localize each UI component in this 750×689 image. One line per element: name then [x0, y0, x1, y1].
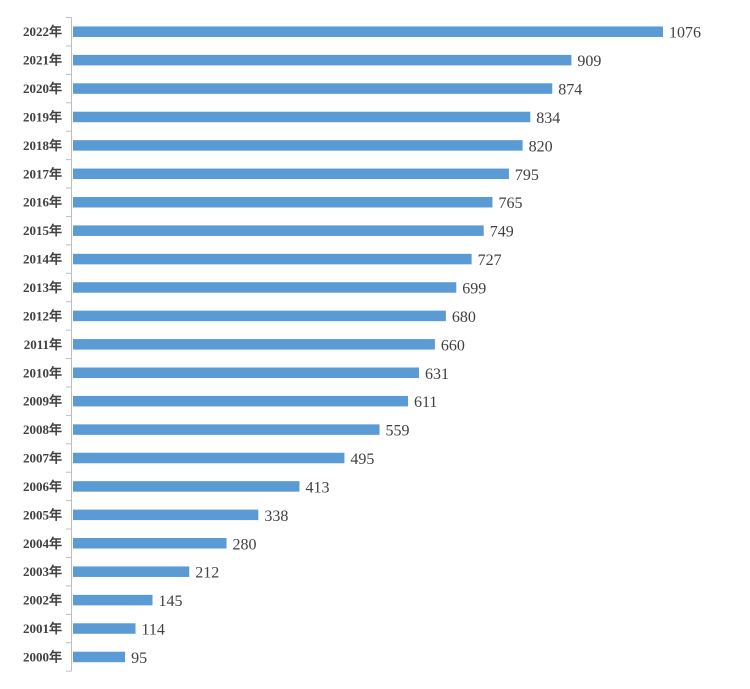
data-label: 631	[425, 366, 449, 383]
data-label: 680	[452, 309, 476, 326]
bar-2021年	[73, 54, 572, 66]
data-label: 114	[142, 622, 165, 639]
data-label: 795	[515, 167, 539, 184]
data-label: 611	[414, 394, 437, 411]
data-label: 338	[264, 508, 288, 525]
category-label: 2022年	[23, 24, 62, 39]
bar-2013年	[73, 282, 457, 293]
category-label: 2009年	[23, 394, 62, 409]
category-label: 2020年	[23, 81, 62, 96]
data-label: 145	[159, 593, 183, 610]
bar-2019年	[73, 111, 531, 123]
category-label: 2014年	[23, 252, 62, 267]
bar-2022年	[73, 26, 663, 37]
bar-2011年	[73, 339, 435, 350]
category-label: 2019年	[23, 109, 62, 124]
data-label: 727	[478, 252, 502, 269]
data-label: 874	[558, 82, 582, 99]
bar-2002年	[73, 594, 153, 606]
bar-2009年	[73, 395, 409, 407]
bar-2010年	[73, 367, 419, 378]
category-label: 2008年	[23, 422, 62, 437]
bar-2014年	[73, 253, 472, 265]
bar-2012年	[73, 310, 446, 322]
bar-2003年	[73, 566, 190, 577]
category-label: 2003年	[23, 564, 62, 579]
data-label: 660	[441, 337, 465, 354]
data-label: 749	[490, 224, 514, 241]
bar-2015年	[73, 225, 484, 236]
data-label: 280	[233, 536, 257, 553]
category-label: 2001年	[23, 621, 62, 636]
bar-2006年	[73, 481, 300, 492]
bar-2020年	[73, 83, 553, 94]
data-label: 413	[305, 479, 329, 496]
data-label: 559	[386, 423, 410, 440]
category-label: 2000年	[23, 649, 62, 664]
category-label: 2010年	[23, 365, 62, 380]
category-label: 2016年	[23, 195, 62, 210]
category-label: 2021年	[23, 53, 62, 68]
data-label: 212	[195, 565, 219, 582]
data-label: 495	[350, 451, 374, 468]
bar-2001年	[73, 623, 136, 634]
category-label: 2015年	[23, 223, 62, 238]
category-label: 2017年	[23, 166, 62, 181]
data-label: 765	[498, 195, 522, 212]
bar-2018年	[73, 140, 523, 151]
category-label: 2002年	[23, 593, 62, 608]
data-label: 699	[462, 280, 486, 297]
data-label: 95	[131, 650, 147, 667]
category-label: 2012年	[23, 308, 62, 323]
category-label: 2018年	[23, 138, 62, 153]
category-label: 2007年	[23, 451, 62, 466]
data-label: 1076	[669, 25, 701, 42]
bar-2008年	[73, 424, 380, 435]
data-label: 820	[529, 138, 553, 155]
bar-2016年	[73, 196, 493, 208]
category-label: 2011年	[24, 337, 62, 352]
data-label: 909	[577, 53, 601, 70]
category-label: 2006年	[23, 479, 62, 494]
bar-2007年	[73, 452, 345, 464]
bar-2004年	[73, 538, 227, 549]
category-label: 2004年	[23, 536, 62, 551]
bar-2000年	[73, 651, 126, 663]
category-label: 2013年	[23, 280, 62, 295]
bar-2005年	[73, 509, 259, 521]
bar-2017年	[73, 168, 509, 180]
category-label: 2005年	[23, 507, 62, 522]
data-label: 834	[536, 110, 560, 127]
